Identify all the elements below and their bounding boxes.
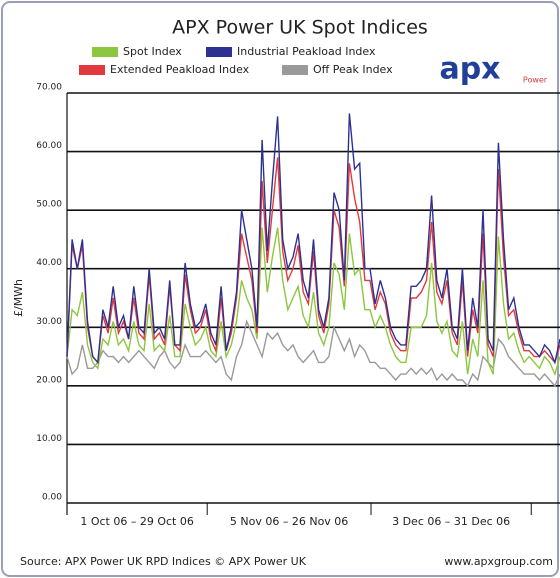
series-line — [66, 319, 560, 388]
y-tick-label: 20.00 — [36, 375, 62, 385]
legend-label: Off Peak Index — [313, 63, 393, 76]
x-group-label: 3 Dec 06 – 31 Dec 06 — [392, 515, 510, 528]
legend-swatch — [282, 65, 308, 75]
y-tick-label: 60.00 — [36, 141, 62, 151]
legend-swatch — [92, 47, 118, 57]
y-tick-label: 30.00 — [36, 317, 62, 327]
legend-label: Extended Peakload Index — [110, 63, 250, 76]
x-group-label: 5 Nov 06 – 26 Nov 06 — [230, 515, 348, 528]
logo: apx — [439, 52, 500, 87]
website: www.apxgroup.com — [444, 555, 553, 568]
legend-swatch — [79, 65, 105, 75]
chart-title: APX Power UK Spot Indices — [172, 17, 428, 39]
y-axis-label: £/MWh — [12, 279, 25, 317]
y-tick-label: 70.00 — [36, 83, 62, 93]
series-line — [66, 227, 560, 377]
legend-label: Spot Index — [123, 45, 182, 58]
series-lines — [66, 113, 560, 388]
y-tick-label: 0.00 — [42, 493, 62, 503]
y-tick-label: 40.00 — [36, 258, 62, 268]
y-tick-label: 50.00 — [36, 200, 62, 210]
series-line — [66, 113, 560, 365]
y-tick-label: 10.00 — [36, 434, 62, 444]
logo-sub: Power — [523, 76, 548, 85]
source: Source: APX Power UK RPD Indices © APX P… — [20, 555, 307, 568]
legend-label: Industrial Peakload Index — [237, 45, 376, 58]
x-group-label: 1 Oct 06 – 29 Oct 06 — [80, 515, 194, 528]
legend-swatch — [206, 47, 232, 57]
